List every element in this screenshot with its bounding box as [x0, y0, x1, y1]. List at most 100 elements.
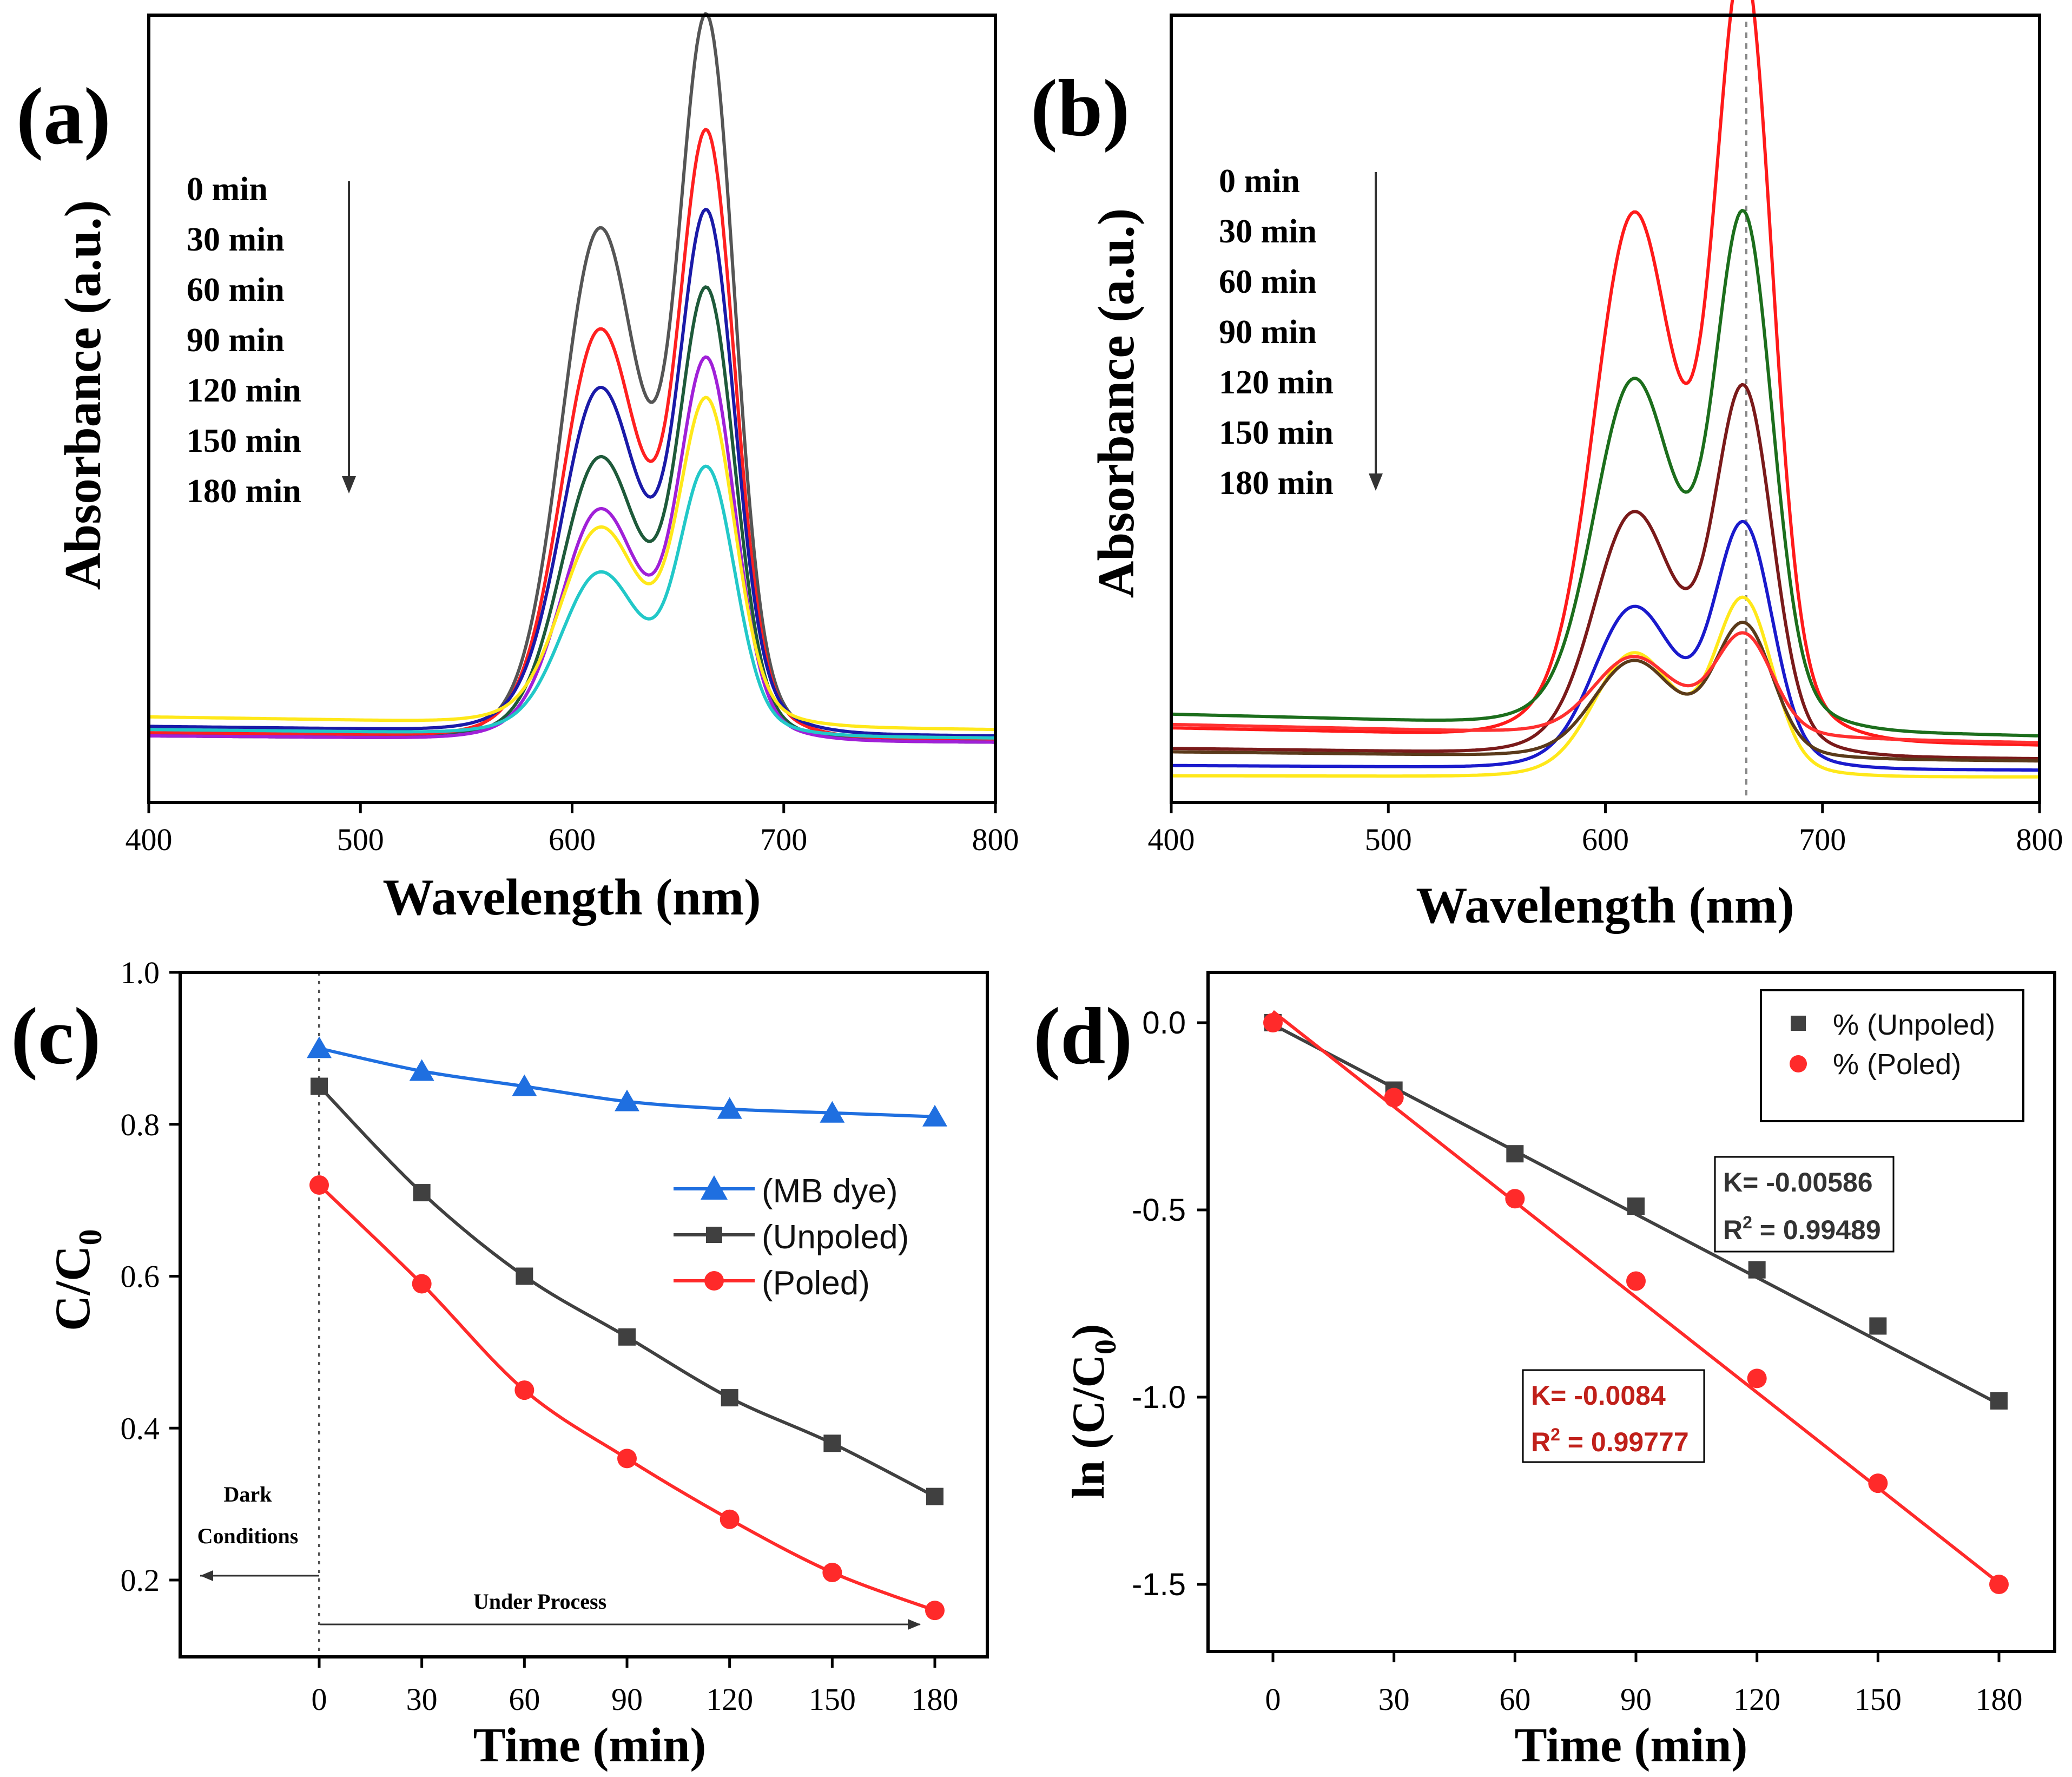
x-tick-label: 180: [912, 1682, 959, 1717]
panel-b-time-label: 120 min: [1219, 364, 1334, 401]
fit-r2-poled: R2 = 0.99777: [1531, 1425, 1689, 1457]
data-point: [1263, 1013, 1283, 1032]
y-tick-label: 0.4: [121, 1411, 160, 1446]
spectrum-line: [148, 207, 995, 738]
fit-r2-unpoled: R2 = 0.99489: [1723, 1213, 1881, 1245]
panel-label-a: (a): [16, 71, 111, 161]
data-point: [617, 1449, 637, 1469]
panel-d-y-label-end: ): [1063, 1324, 1114, 1339]
spectrum-line: [149, 355, 995, 744]
y-tick-label: 0.2: [121, 1563, 160, 1598]
x-tick-label: 0: [312, 1682, 327, 1717]
data-point: [721, 1389, 738, 1407]
panel-d-series: [1263, 1010, 2009, 1594]
panel-a-curves: [148, 12, 996, 744]
panel-d-x-axis-label: Time (min): [1515, 1719, 1748, 1772]
panel-b-time-label: 60 min: [1219, 264, 1317, 300]
panel-a-time-legend: 0 min 30 min 60 min 90 min 120 min 150 m…: [187, 171, 356, 510]
x-tick-label: 400: [126, 822, 173, 857]
data-point: [412, 1274, 432, 1294]
fit-r2-symbol: R: [1723, 1215, 1743, 1245]
y-tick-label: 0.8: [121, 1107, 160, 1142]
data-point: [307, 1036, 332, 1058]
panel-b: (b) 400 500 600 700 800 Wavelength (nm) Abso…: [1031, 0, 2063, 934]
y-tick-label: -1.5: [1132, 1567, 1186, 1602]
data-point: [720, 1509, 740, 1529]
panel-b-curves: [1171, 0, 2040, 779]
fit-box-poled: [1522, 1369, 1705, 1463]
fit-box-unpoled: [1714, 1156, 1895, 1253]
dark-conditions-line2: Conditions: [197, 1524, 299, 1548]
x-tick-label: 90: [1620, 1682, 1652, 1717]
panel-d-y-label-main: ln (C/C: [1063, 1354, 1114, 1499]
panel-a-time-label: 0 min: [187, 171, 268, 208]
panel-label-b: (b): [1031, 63, 1130, 153]
spectrum-line: [1171, 208, 2040, 738]
panel-c-series: [307, 1036, 947, 1621]
x-tick-label: 800: [972, 822, 1019, 857]
spectrum-line: [1171, 383, 2040, 760]
panel-d-fit-box-poled: K= -0.0084 R2 = 0.99777: [1522, 1369, 1705, 1463]
panel-d-y-axis-label: ln (C/C0): [1063, 1324, 1123, 1499]
data-point: [1869, 1317, 1887, 1335]
y-tick-label: -1.0: [1132, 1380, 1186, 1415]
data-point: [1505, 1189, 1525, 1209]
panel-label-d: (d): [1033, 991, 1132, 1081]
data-point: [717, 1097, 742, 1119]
x-tick-label: 150: [1855, 1682, 1902, 1717]
x-tick-label: 120: [1733, 1682, 1780, 1717]
data-point: [925, 1601, 945, 1621]
x-tick-label: 120: [706, 1682, 753, 1717]
panel-c-x-axis-label: Time (min): [473, 1719, 707, 1772]
panel-a: (a) 400 500 600 700 800 Wavelength (nm) Abso…: [16, 12, 1019, 926]
panel-c-y-label-sub: 0: [72, 1229, 108, 1246]
legend-label-poled: % (Poled): [1833, 1048, 1961, 1081]
x-tick-label: 30: [406, 1682, 438, 1717]
data-point: [1626, 1271, 1646, 1291]
panel-d-fit-box-unpoled: K= -0.00586 R2 = 0.99489: [1714, 1156, 1895, 1253]
spectrum-line: [1171, 631, 2040, 745]
x-tick-label: 90: [611, 1682, 643, 1717]
panel-b-time-legend: 0 min 30 min 60 min 90 min 120 min 150 m…: [1219, 163, 1383, 502]
panel-b-arrow-head: [1369, 473, 1383, 491]
spectrum-line: [149, 464, 995, 740]
panel-a-y-axis-label: Absorbance (a.u.): [54, 200, 111, 590]
data-point: [1748, 1261, 1766, 1279]
dark-conditions-arrow-head: [200, 1570, 213, 1581]
panel-a-time-label: 30 min: [187, 221, 285, 258]
panel-c-plot-frame: [179, 971, 989, 1658]
legend-label-unpoled: (Unpoled): [762, 1219, 909, 1256]
panel-b-time-label: 150 min: [1219, 414, 1334, 451]
dark-conditions-line1: Dark: [224, 1482, 273, 1506]
y-tick-label: 1.0: [121, 955, 160, 990]
fit-r2-value: = 0.99489: [1752, 1215, 1881, 1245]
spectrum-line: [1171, 519, 2040, 772]
panel-b-x-ticks: 400 500 600 700 800: [1148, 802, 2063, 857]
fit-r2-superscript: 2: [1743, 1213, 1752, 1232]
y-tick-label: 0.0: [1142, 1005, 1186, 1041]
panel-c-annotations: Dark Conditions Under Process: [197, 1482, 921, 1630]
data-point: [922, 1104, 947, 1127]
data-point: [615, 1089, 639, 1111]
panel-c-ticks: 0 30 60 90 120 150 180 0.2 0.4 0.6 0.8 1.0: [121, 955, 959, 1717]
data-point: [413, 1184, 431, 1202]
panel-b-time-label: 90 min: [1219, 314, 1317, 351]
x-tick-label: 700: [760, 822, 807, 857]
x-tick-label: 500: [1365, 822, 1412, 857]
fit-r2-superscript: 2: [1550, 1425, 1560, 1444]
data-point: [823, 1434, 841, 1452]
data-point: [1989, 1575, 2009, 1594]
data-point: [1990, 1392, 2008, 1410]
panel-a-x-ticks: 400 500 600 700 800: [126, 802, 1019, 857]
under-process-label: Under Process: [473, 1589, 606, 1614]
x-tick-label: 60: [509, 1682, 540, 1717]
panel-c: (c) 0 30 60 90 120 150 180 0.2 0.4 0.6 0.8 1.0 Time…: [11, 955, 989, 1772]
data-point: [1506, 1145, 1524, 1163]
x-tick-label: 60: [1499, 1682, 1530, 1717]
panel-c-legend: (MB dye) (Unpoled) (Poled): [674, 1173, 909, 1302]
data-point: [926, 1488, 943, 1505]
spectrum-line: [148, 396, 996, 732]
data-point: [822, 1562, 842, 1582]
legend-label-unpoled: % (Unpoled): [1833, 1009, 1995, 1041]
